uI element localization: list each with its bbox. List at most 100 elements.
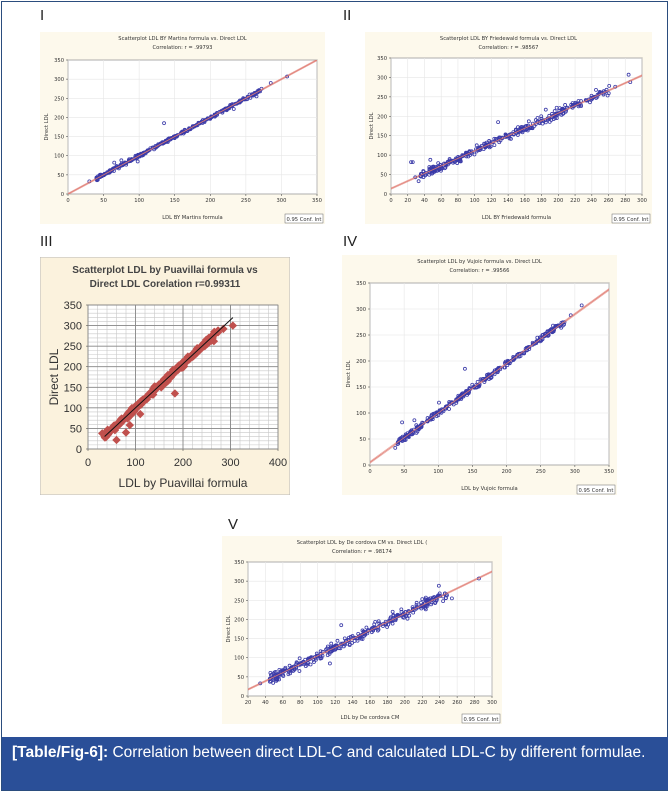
data-point (526, 119, 531, 124)
data-point (409, 428, 414, 433)
data-point (181, 129, 186, 134)
data-point (234, 101, 238, 106)
y-tick-label: 250 (54, 96, 64, 102)
y-tick-label: 350 (234, 560, 244, 566)
data-point (400, 615, 405, 619)
x-tick-label: 60 (438, 198, 445, 204)
data-point (363, 631, 368, 635)
data-point (416, 425, 421, 429)
chart-vujoic: 0 50 100 150 200 250 300 350 0 50 100 150 200 250 300 3… (342, 255, 617, 495)
data-point (554, 116, 559, 120)
panel-label-iii: III (40, 233, 53, 250)
data-point (543, 120, 548, 125)
x-tick-label: 140 (348, 700, 358, 706)
y-axis-label: Direct LDL (47, 348, 61, 405)
data-point (440, 165, 444, 170)
x-tick-label: 160 (520, 198, 530, 204)
data-point (393, 445, 398, 450)
data-point (254, 94, 259, 99)
data-point (552, 109, 557, 113)
x-tick-label: 220 (417, 700, 427, 706)
data-point (553, 115, 558, 120)
data-point (125, 420, 134, 430)
data-point (412, 418, 417, 423)
data-point (329, 647, 334, 652)
y-tick-label: 0 (363, 463, 366, 469)
chart-subtitle: Correlation: r = .98174 (332, 549, 393, 555)
y-tick-label: 250 (64, 341, 82, 353)
data-point (411, 610, 416, 615)
data-point (381, 622, 386, 626)
chart-martins: 0 50 100 150 200 250 300 350 0 50 100 150 200 250 300 3… (40, 32, 325, 224)
x-tick-label: 300 (276, 198, 286, 204)
data-point (414, 423, 419, 428)
data-point (569, 102, 574, 107)
x-tick-label: 100 (433, 469, 443, 475)
data-point (213, 328, 223, 337)
x-tick-label: 120 (330, 700, 340, 706)
x-tick-label: 160 (365, 700, 375, 706)
data-point (347, 643, 352, 648)
chart-title: Scatterplot LDL BY Martins formula vs. D… (118, 36, 247, 42)
x-tick-label: 180 (537, 198, 547, 204)
data-point (559, 109, 563, 114)
y-tick-label: 300 (234, 579, 244, 585)
x-tick-label: 250 (536, 469, 546, 475)
x-tick-label: 0 (66, 198, 69, 204)
data-point (204, 117, 209, 122)
data-point (561, 111, 565, 116)
chart-title: Scatterplot LDL by Vujoic formula vs. Di… (417, 259, 542, 265)
data-point (539, 119, 543, 123)
x-tick-label: 100 (313, 700, 323, 706)
chart-svg: 0 100 200 300 400 0 50 100 150 200 250 300 350 Scatte… (40, 257, 290, 495)
data-point (472, 385, 477, 390)
plot-layer (248, 570, 492, 691)
x-tick-label: 250 (241, 198, 251, 204)
y-axis-label: Direct LDL (44, 113, 50, 140)
data-point (430, 415, 435, 420)
data-point (258, 681, 263, 686)
data-point (507, 136, 512, 141)
data-point (597, 90, 602, 94)
y-tick-label: 150 (234, 637, 244, 643)
data-point (275, 677, 279, 682)
x-axis-label: LDL by Puavillai formula (119, 476, 248, 490)
data-point (209, 337, 219, 346)
data-point (416, 179, 421, 184)
data-point (502, 365, 507, 370)
data-point (325, 653, 330, 658)
data-point (487, 139, 492, 143)
data-point (626, 72, 631, 77)
legend-box (461, 713, 501, 724)
data-point (437, 400, 441, 405)
panel-label-iv: IV (343, 233, 358, 250)
data-point (318, 656, 323, 661)
data-point (175, 364, 184, 373)
caption-text: Correlation between direct LDL-C and cal… (108, 744, 646, 761)
plot-layer (98, 317, 238, 445)
data-point (219, 324, 228, 334)
x-tick-label: 60 (280, 700, 287, 706)
chart-friedewald: 0 20 40 60 80 100 120 140 160 180 200 220 240 260 280 3… (365, 32, 652, 224)
x-tick-label: 100 (470, 198, 480, 204)
y-tick-label: 50 (57, 173, 64, 179)
x-tick-label: 200 (400, 700, 410, 706)
data-point (427, 165, 432, 169)
data-point (399, 607, 404, 612)
data-point (516, 125, 520, 130)
y-tick-label: 250 (234, 598, 244, 604)
data-point (375, 628, 380, 633)
x-tick-label: 100 (126, 457, 144, 469)
data-point (496, 120, 500, 125)
data-point (352, 639, 357, 643)
x-tick-label: 350 (312, 198, 322, 204)
data-point (398, 437, 403, 442)
chart-title: Scatterplot LDL BY Friedewald formula vs… (440, 36, 577, 42)
data-point (419, 423, 424, 428)
regression-line (248, 571, 492, 690)
y-tick-label: 150 (54, 135, 64, 141)
data-point (135, 159, 140, 164)
data-point (271, 680, 276, 685)
data-point (231, 107, 236, 111)
